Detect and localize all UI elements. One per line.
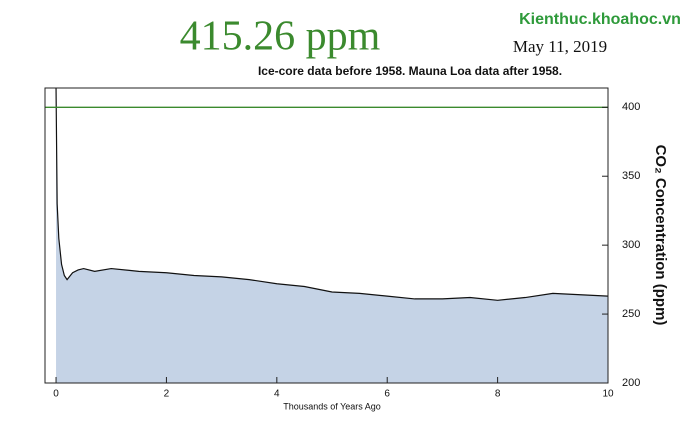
y-tick-label: 350 (622, 170, 640, 182)
y-tick-label: 200 (622, 377, 640, 389)
y-tick-label: 250 (622, 308, 640, 320)
subtitle: Ice-core data before 1958. Mauna Loa dat… (258, 64, 562, 78)
area-fill (56, 88, 609, 383)
x-tick-label: 4 (274, 389, 280, 400)
x-axis-label: Thousands of Years Ago (283, 401, 381, 411)
watermark: Kienthuc.khoahoc.vn (519, 11, 681, 28)
x-tick-label: 10 (602, 389, 614, 400)
y-tick-label: 300 (622, 239, 640, 251)
x-tick-label: 2 (164, 389, 170, 400)
date: May 11, 2019 (513, 37, 607, 56)
plot-frame (44, 87, 609, 384)
x-tick-label: 6 (384, 389, 390, 400)
y-axis-label: CO₂ Concentration (ppm) (652, 145, 669, 326)
y-tick-label: 400 (622, 101, 640, 113)
x-tick-label: 0 (53, 389, 59, 400)
line (55, 87, 609, 301)
chart-title: 415.26 ppm (180, 14, 381, 60)
x-tick-label: 8 (495, 389, 501, 400)
